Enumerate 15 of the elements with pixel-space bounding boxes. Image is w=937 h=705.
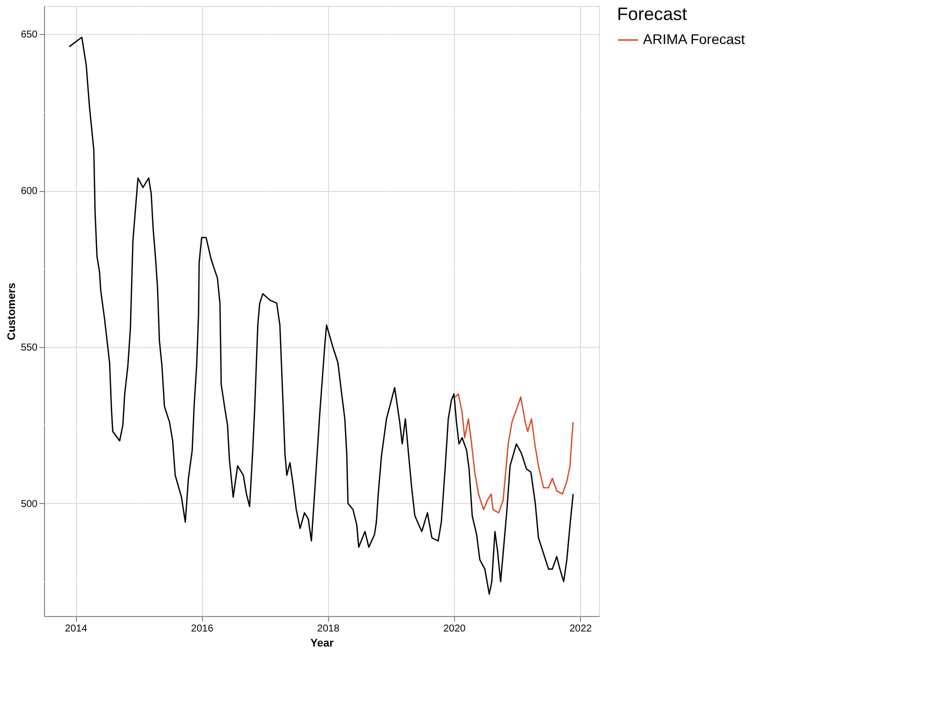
x-tick-label: 2016 <box>191 624 214 634</box>
x-axis-title: Year <box>310 638 334 650</box>
legend-title: Forecast <box>617 4 688 24</box>
y-axis-title: Customers <box>6 282 18 340</box>
y-tick-label: 600 <box>20 186 38 198</box>
y-tick-label: 650 <box>20 30 38 41</box>
legend-label: ARIMA Forecast <box>643 31 746 47</box>
x-tick-label: 2018 <box>317 624 340 634</box>
line-series <box>454 393 574 514</box>
y-tick-label: 500 <box>20 498 38 510</box>
line-series <box>68 36 574 595</box>
x-tick-label: 2014 <box>64 624 88 634</box>
y-tick-label: 550 <box>20 342 38 354</box>
x-tick-label: 2022 <box>569 624 592 634</box>
x-tick-label: 2020 <box>443 624 466 634</box>
